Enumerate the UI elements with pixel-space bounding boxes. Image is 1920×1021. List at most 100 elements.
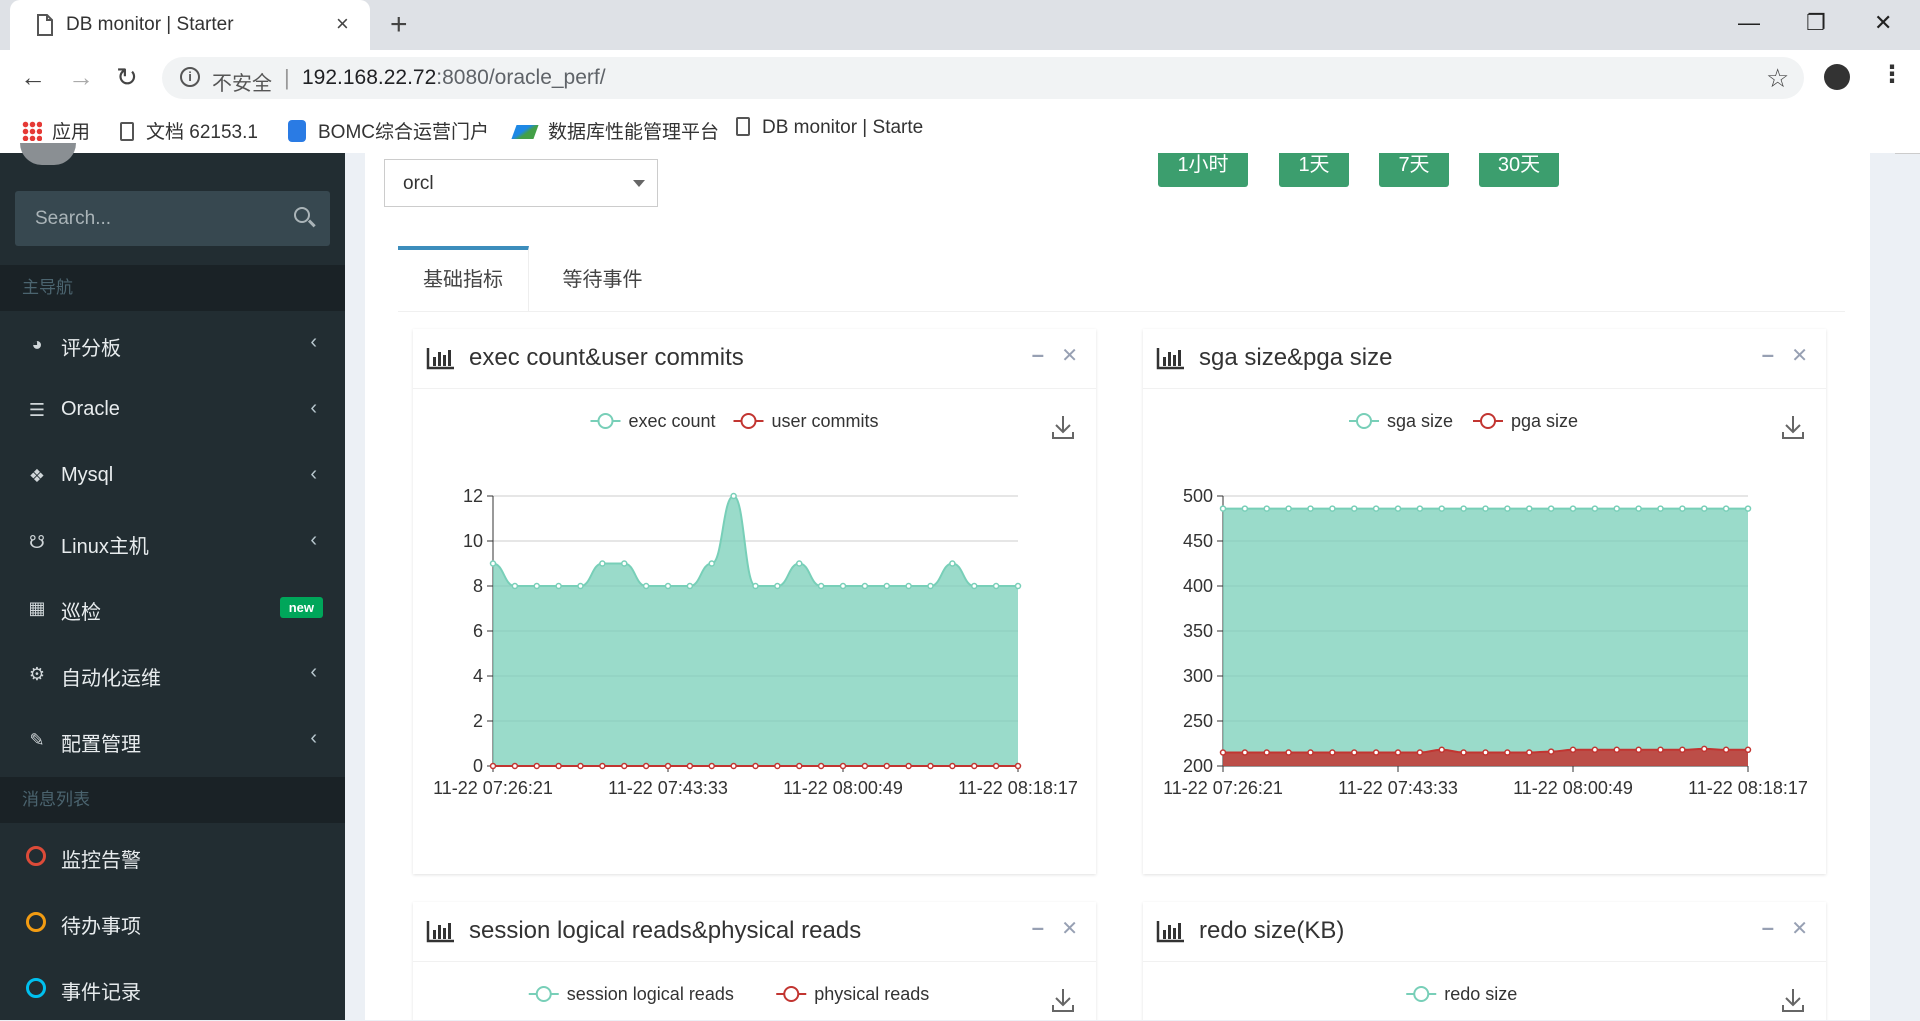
data-point [1504,749,1511,756]
data-point [642,582,650,590]
bomc-icon [288,120,306,142]
sidebar-item-mysql[interactable]: ❖ Mysql ‹ [0,443,345,509]
data-point [599,560,606,567]
bookmark-db-monitor[interactable]: DB monitor | Starte [736,117,936,139]
range-button-1h[interactable]: 1小时 [1158,153,1248,187]
legend-marker [783,986,800,1002]
data-point [555,762,562,770]
apps-grid-icon [22,121,42,141]
metric-tabs: 基础指标 等待事件 [398,246,1845,312]
data-point [664,762,672,770]
y-tick-label: 400 [1183,576,1213,596]
collapse-icon[interactable]: – [1761,342,1774,367]
bookmark-doc-62153[interactable]: 文档 62153.1 [120,117,258,144]
info-icon[interactable]: i [180,67,200,87]
tab-wait-events[interactable]: 等待事件 [562,269,643,291]
collapse-icon[interactable]: – [1031,342,1044,367]
close-icon[interactable]: ✕ [1061,918,1078,940]
reload-icon[interactable]: ↻ [116,62,138,92]
sidebar-item-scoreboard[interactable]: ◕ 评分板 ‹ [0,311,345,377]
data-point [533,582,540,590]
data-point [686,762,694,770]
data-point [1679,746,1686,754]
sidebar-item-linux[interactable]: ☋ Linux主机 ‹ [0,509,345,575]
legend-item[interactable]: physical reads [776,984,929,1004]
data-point [1241,505,1249,512]
search-icon[interactable] [294,207,310,223]
new-tab-button[interactable]: + [390,8,408,41]
legend-item[interactable]: sga size [1349,411,1453,431]
collapse-icon[interactable]: – [1031,915,1044,940]
data-point [1591,746,1599,754]
close-icon[interactable]: ✕ [1791,918,1808,940]
chevron-left-icon: ‹ [310,727,317,749]
back-arrow-icon[interactable]: ← [20,62,46,92]
window-close-button[interactable]: ✕ [1874,10,1893,35]
url-text[interactable]: 192.168.22.72:8080/oracle_perf/ [302,66,606,90]
download-icon[interactable] [1052,989,1074,1012]
bookmark-star-icon[interactable]: ☆ [1766,63,1790,93]
range-button-30d[interactable]: 30天 [1479,153,1559,187]
data-point [1613,746,1620,754]
window-maximize-button[interactable]: ❐ [1806,10,1826,35]
data-point [1569,505,1577,512]
url-separator: | [284,65,290,90]
data-point [883,582,890,590]
browser-tab[interactable]: DB monitor | Starter × [10,0,370,50]
x-tick-label: 11-22 07:43:33 [608,778,728,798]
forward-arrow-icon[interactable]: → [68,62,94,92]
range-button-7d[interactable]: 7天 [1379,153,1449,187]
sidebar: 主导航 ◕ 评分板 ‹ ☰ Oracle ‹ ❖ Mysql ‹ ☋ Linux… [0,143,345,1021]
legend-label: pga size [1511,411,1578,431]
download-icon[interactable] [1052,416,1074,439]
browser-menu-icon[interactable]: ⋮ [1880,61,1904,88]
y-tick-label: 8 [473,576,483,596]
address-bar[interactable]: i 不安全 | 192.168.22.72:8080/oracle_perf/ … [162,57,1804,99]
chevron-left-icon: ‹ [310,463,317,485]
box-title: sga size&pga size [1199,344,1393,371]
legend-item[interactable]: session logical reads [528,984,734,1004]
data-point [533,762,540,770]
legend-item[interactable]: redo size [1406,984,1517,1004]
legend-label: sga size [1387,411,1453,431]
legend-item[interactable]: user commits [733,411,879,431]
data-point [817,582,825,590]
download-icon[interactable] [1782,416,1804,439]
range-button-1d[interactable]: 1天 [1279,153,1349,187]
data-point [1285,749,1292,756]
tab-basic-metrics[interactable]: 基础指标 [398,246,529,311]
sidebar-item-config[interactable]: ✎ 配置管理 ‹ [0,707,345,773]
sidebar-item-inspection[interactable]: ▦ 巡检 new [0,575,345,641]
sidebar-item-automation[interactable]: ⚙ 自动化运维 ‹ [0,641,345,707]
download-icon[interactable] [1782,989,1804,1012]
bookmark-apps[interactable]: 应用 [22,117,90,144]
insecure-label[interactable]: 不安全 [212,73,272,95]
close-icon[interactable]: ✕ [1061,345,1078,367]
sidebar-item-events[interactable]: 事件记录 [0,955,345,1021]
sidebar-search-input[interactable] [15,191,275,246]
y-tick-label: 4 [473,666,483,686]
close-tab-icon[interactable]: × [336,11,349,36]
sidebar-item-todo[interactable]: 待办事项 [0,889,345,955]
data-point [1722,505,1730,512]
legend-item[interactable]: pga size [1473,411,1578,431]
close-icon[interactable]: ✕ [1791,345,1808,367]
collapse-icon[interactable]: – [1761,915,1774,940]
profile-avatar-icon[interactable] [1824,64,1850,90]
chevron-left-icon: ‹ [310,529,317,551]
browser-tab-bar: DB monitor | Starter × + — ❐ ✕ [0,0,1920,50]
data-point [927,762,934,770]
bookmark-db-platform[interactable]: 数据库性能管理平台 [511,117,719,144]
window-minimize-button[interactable]: — [1738,10,1760,35]
legend-item[interactable]: exec count [590,411,716,431]
sidebar-item-alerts[interactable]: 监控告警 [0,823,345,889]
sidebar-item-oracle[interactable]: ☰ Oracle ‹ [0,377,345,443]
y-tick-label: 450 [1183,531,1213,551]
bookmark-bomc[interactable]: BOMC综合运营门户 [288,117,489,144]
content-panel: orcl 1小时 1天 7天 30天 基础指标 等待事件 exec count&… [365,153,1870,1020]
chart-box-sga-pga: sga size&pga size – ✕ sga size pga size 20… [1143,329,1826,874]
data-point [577,582,584,590]
legend-marker [740,413,757,429]
data-point [949,560,956,567]
instance-select[interactable]: orcl [384,159,658,207]
